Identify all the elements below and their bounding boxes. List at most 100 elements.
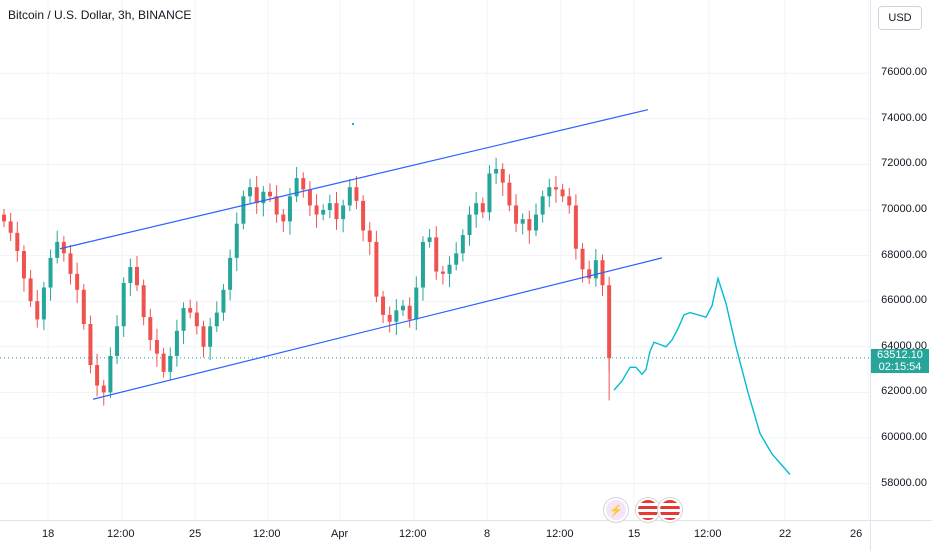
candle-body: [115, 326, 120, 356]
price-tick-label: 60000.00: [881, 431, 927, 443]
candle-body: [387, 314, 392, 322]
candle-body: [194, 312, 199, 327]
candle-body: [248, 187, 253, 197]
price-tick-label: 66000.00: [881, 294, 927, 307]
candle-body: [381, 296, 386, 315]
candle-body: [294, 178, 299, 197]
us-flag-icon[interactable]: [658, 498, 682, 522]
candle-body: [394, 310, 399, 322]
candle-body: [168, 355, 173, 372]
candle-body: [48, 257, 53, 288]
candle-body: [268, 191, 272, 197]
candle-body: [580, 248, 585, 270]
channel-upper-line: [59, 109, 649, 250]
candle-body: [228, 257, 233, 290]
candle-body: [301, 178, 306, 190]
candle-body: [460, 235, 465, 254]
candle-body: [234, 223, 239, 258]
candle-body: [540, 196, 545, 215]
candle-body: [95, 365, 100, 386]
candle-body: [347, 187, 352, 206]
candle-body: [607, 285, 612, 359]
time-axis[interactable]: [0, 520, 870, 551]
time-tick-label: Apr: [331, 528, 349, 540]
price-tick-label: 62000.00: [881, 385, 927, 398]
candle-body: [514, 205, 519, 224]
price-axis[interactable]: 76000.00 74000.00 72000.00 70000.00 68000.00…: [870, 0, 932, 520]
candle-body: [327, 203, 332, 210]
candle-body: [527, 219, 532, 231]
candle-body: [520, 219, 525, 224]
candle-body: [174, 330, 179, 356]
candle-body: [154, 339, 159, 354]
candle-body: [480, 203, 485, 213]
projection-line: [613, 275, 791, 475]
candle-body: [367, 230, 372, 242]
price-tick-label: 72000.00: [881, 157, 927, 170]
candle-body: [487, 173, 492, 213]
candle-body: [361, 200, 366, 231]
price-tick-label: 76000.00: [881, 66, 927, 79]
candle-body: [68, 253, 73, 274]
time-tick-label: 26: [850, 528, 863, 540]
candle-body: [314, 205, 319, 215]
time-tick-label: 18: [42, 528, 55, 540]
candle-body: [41, 287, 46, 320]
candle-body: [401, 305, 405, 311]
candle-body: [354, 187, 359, 201]
currency-button[interactable]: USD: [878, 6, 922, 30]
candle-body: [121, 282, 126, 327]
candle-body: [434, 237, 439, 272]
channel-lower-line: [92, 257, 663, 400]
time-tick-label: 12:00: [253, 528, 281, 540]
candle-body: [274, 196, 279, 215]
candle-body: [221, 289, 226, 313]
candle-body: [287, 196, 292, 222]
candle-body: [28, 278, 33, 302]
candle-body: [553, 187, 558, 190]
lightning-icon[interactable]: ⚡: [604, 498, 628, 522]
time-tick-label: 12:00: [694, 528, 722, 540]
candle-body: [128, 267, 133, 283]
chart-plot-area[interactable]: [0, 0, 870, 520]
chart-title: Bitcoin / U.S. Dollar, 3h, BINANCE: [8, 8, 192, 22]
candle-body: [88, 324, 93, 366]
candle-body: [261, 191, 266, 204]
candle-body: [81, 289, 86, 324]
time-tick-label: 22: [779, 528, 792, 540]
candle-body: [21, 251, 26, 279]
candle-body: [593, 260, 598, 279]
price-tick-label: 74000.00: [881, 111, 927, 124]
candle-body: [374, 241, 379, 297]
candle-body: [547, 187, 552, 197]
price-tick-label: 64000.00: [881, 339, 927, 352]
candle-body: [427, 237, 432, 242]
candle-body: [8, 221, 13, 233]
price-chart[interactable]: [0, 0, 870, 520]
bar-countdown: 02:15:54: [878, 361, 922, 373]
candle-body: [108, 355, 113, 393]
candle-body: [534, 214, 538, 231]
candle-body: [341, 205, 346, 220]
candle-body: [307, 189, 312, 206]
candle-body: [15, 232, 20, 252]
candle-body: [420, 241, 425, 288]
price-tick-label: 70000.00: [881, 203, 927, 215]
candle-body: [148, 317, 153, 340]
candle-body: [494, 168, 499, 174]
candle-body: [321, 210, 326, 215]
candle-body: [214, 312, 219, 327]
candle-body: [467, 214, 472, 236]
time-tick-label: 8: [484, 528, 491, 540]
candle-body: [141, 285, 146, 318]
candle-body: [161, 353, 166, 372]
candle-body: [407, 305, 412, 320]
candle-body: [560, 189, 565, 197]
stray-mark: [352, 123, 354, 125]
candle-body: [254, 187, 259, 204]
us-flag-icon[interactable]: [636, 498, 660, 522]
candle-body: [75, 273, 80, 290]
last-price-tag: 63512.10 02:15:54: [871, 349, 929, 373]
candle-body: [500, 168, 505, 183]
candle-body: [35, 301, 40, 320]
